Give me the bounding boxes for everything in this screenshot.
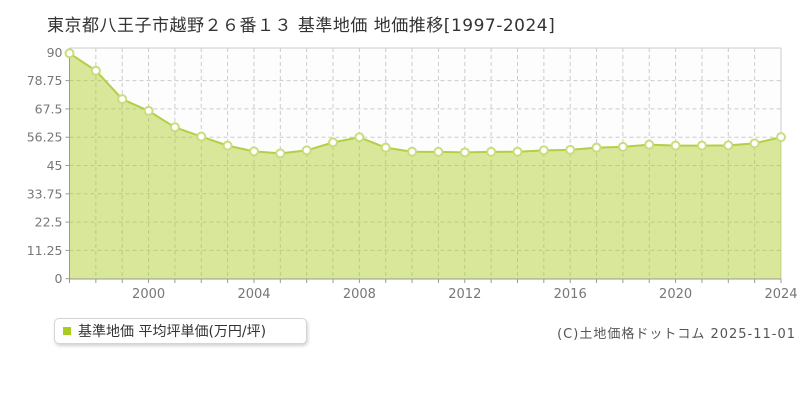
copyright: (C)土地価格ドットコム 2025-11-01 — [557, 327, 796, 342]
data-point[interactable] — [776, 132, 786, 143]
y-tick-label: 56.25 — [27, 130, 63, 145]
y-tick-label: 67.5 — [35, 101, 63, 116]
data-point[interactable] — [169, 122, 180, 133]
trend-line — [68, 52, 782, 155]
data-point[interactable] — [354, 132, 365, 143]
data-point[interactable] — [275, 148, 286, 159]
page-title: 東京都八王子市越野２６番１３ 基準地価 地価推移[1997-2024] — [47, 16, 556, 36]
y-tick-label: 45 — [47, 158, 63, 173]
x-tick-label: 2024 — [764, 287, 797, 302]
data-point[interactable] — [723, 140, 734, 151]
legend: 基準地価 平均坪単価(万円/坪) — [54, 318, 307, 344]
data-point[interactable] — [512, 146, 523, 157]
plot-area — [69, 48, 781, 279]
x-tick-label: 2000 — [132, 287, 165, 302]
data-point[interactable] — [459, 147, 470, 158]
x-tick-label: 2016 — [554, 287, 587, 302]
data-point[interactable] — [538, 145, 549, 156]
data-point[interactable] — [64, 48, 75, 59]
data-point[interactable] — [486, 146, 497, 157]
data-point[interactable] — [143, 105, 154, 116]
data-point[interactable] — [670, 140, 681, 151]
data-point[interactable] — [696, 140, 707, 151]
data-point[interactable] — [222, 140, 233, 151]
data-point[interactable] — [749, 138, 760, 149]
legend-marker-icon — [63, 327, 71, 335]
land-price-trend-chart: 0 11.25 22.5 33.75 45 56.25 67.5 78.75 90 2000 200… — [27, 45, 798, 302]
y-tick-label: 0 — [55, 271, 63, 286]
legend-label: 基準地価 平均坪単価(万円/坪) — [78, 324, 267, 340]
y-tick-label: 33.75 — [27, 186, 63, 201]
data-point[interactable] — [196, 131, 207, 142]
y-tick-label: 90 — [47, 45, 63, 60]
x-tick-label: 2008 — [343, 287, 376, 302]
y-tick-label: 78.75 — [27, 73, 63, 88]
data-point[interactable] — [117, 94, 128, 105]
data-point[interactable] — [249, 146, 259, 157]
data-point[interactable] — [644, 139, 655, 150]
y-tick-label: 11.25 — [27, 243, 63, 258]
x-tick-label: 2020 — [659, 287, 692, 302]
data-point[interactable] — [433, 146, 444, 157]
data-point[interactable] — [565, 144, 576, 155]
data-point[interactable] — [591, 142, 602, 153]
y-tick-label: 22.5 — [35, 215, 63, 230]
x-tick-label: 2004 — [237, 287, 270, 302]
data-point[interactable] — [90, 65, 101, 76]
data-point[interactable] — [380, 142, 391, 153]
area-fill — [69, 53, 781, 279]
data-point[interactable] — [617, 141, 628, 152]
data-point[interactable] — [301, 145, 312, 156]
x-tick-label: 2012 — [448, 287, 481, 302]
data-point[interactable] — [328, 137, 338, 148]
data-point[interactable] — [407, 146, 418, 157]
